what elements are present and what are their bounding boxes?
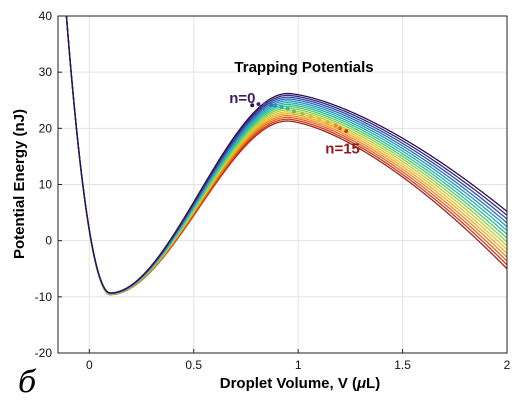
maximum-marker: [337, 126, 342, 131]
potential-curve-n14: [65, 16, 507, 296]
y-axis-label: Potential Energy (nJ): [11, 109, 28, 259]
potential-curve-n0: [65, 16, 507, 294]
potential-curve-n11: [65, 16, 507, 295]
x-tick-label: 1.5: [394, 358, 411, 372]
maximum-marker: [279, 104, 284, 109]
y-tick-label: 40: [39, 9, 53, 23]
y-tick-label: 10: [39, 178, 53, 192]
maximum-marker: [308, 113, 313, 118]
potential-curve-n3: [65, 16, 507, 294]
y-tick-label: -10: [35, 290, 53, 304]
x-tick-label: 2: [504, 358, 511, 372]
maximum-marker: [291, 109, 296, 114]
potential-curve-n12: [65, 16, 507, 295]
potential-curves: [65, 16, 507, 296]
potential-curve-n13: [65, 16, 507, 296]
potential-curve-n9: [65, 16, 507, 295]
y-tick-label: 20: [39, 121, 53, 135]
maximum-marker: [256, 102, 261, 107]
maximum-marker: [344, 129, 349, 134]
chart-title: Trapping Potentials: [234, 59, 373, 76]
annotation-n15: n=15: [325, 141, 360, 158]
potential-curve-n2: [65, 16, 507, 294]
potential-curve-n8: [65, 16, 507, 295]
maximum-marker: [273, 103, 278, 108]
x-tick-label: 1: [295, 358, 302, 372]
potential-curve-n5: [65, 16, 507, 295]
potential-curve-n7: [65, 16, 507, 295]
maximum-marker: [262, 102, 267, 107]
y-axis-ticks: -20 -10 0 10 20 30 40: [35, 9, 62, 360]
y-tick-label: -20: [35, 346, 53, 360]
curves-clipped: [65, 16, 507, 296]
potential-curve-n6: [65, 16, 507, 295]
potential-curve-n4: [65, 16, 507, 294]
x-axis-label-unit: L): [366, 375, 380, 392]
x-axis-label: Droplet Volume, V (μL): [220, 375, 380, 392]
maximum-marker: [300, 111, 305, 116]
potential-curve-n15: [65, 16, 507, 296]
y-tick-label: 0: [45, 234, 52, 248]
maximum-marker: [333, 123, 338, 128]
x-axis-label-mu: μ: [356, 375, 366, 392]
maximum-marker: [285, 106, 290, 111]
x-axis-label-text: Droplet Volume, V (: [220, 375, 357, 392]
x-axis-ticks: 0 0.5 1 1.5 2: [86, 349, 511, 372]
panel-label: б: [18, 365, 37, 400]
y-tick-label: 30: [39, 65, 53, 79]
maximum-marker: [317, 117, 322, 122]
potential-curve-n1: [65, 16, 507, 294]
maxima-markers: [250, 102, 349, 134]
maximum-marker: [269, 102, 274, 107]
maximum-marker: [250, 103, 255, 108]
annotation-n0: n=0: [229, 90, 255, 107]
maximum-marker: [325, 120, 330, 125]
potential-curve-n10: [65, 16, 507, 295]
x-tick-label: 0.5: [185, 358, 202, 372]
x-tick-label: 0: [86, 358, 93, 372]
